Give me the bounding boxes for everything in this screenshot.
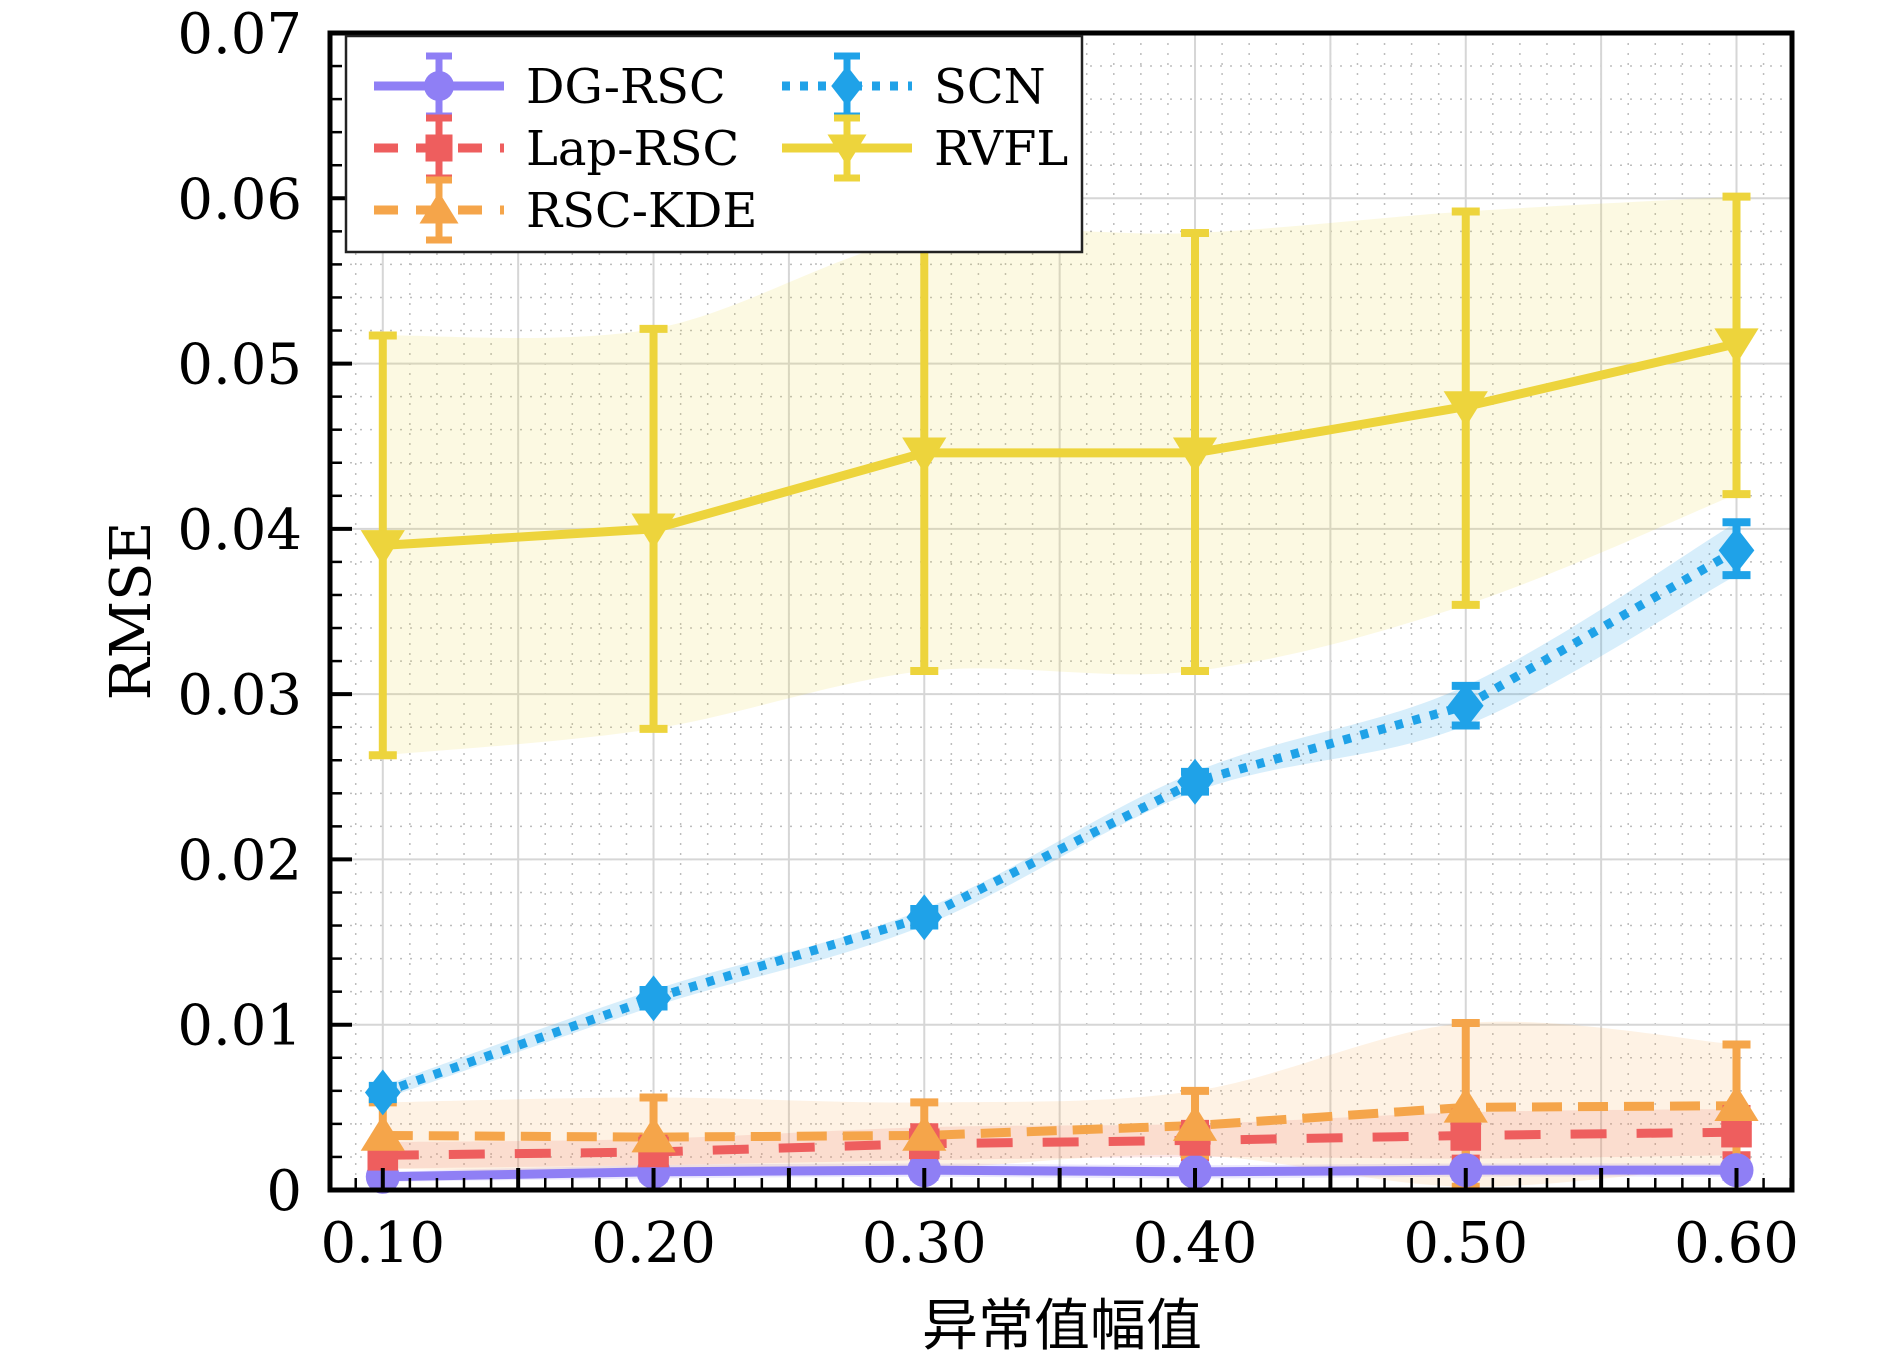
series-line-lap-rsc xyxy=(382,1127,1737,1160)
data-point-lap-rsc xyxy=(1721,1116,1752,1148)
data-point-rvfl xyxy=(1714,328,1759,365)
data-point-rvfl xyxy=(1172,437,1218,474)
data-point-rsc-kde xyxy=(1172,1105,1218,1141)
x-tick-label: 0.20 xyxy=(591,1211,716,1276)
x-tick-label: 0.50 xyxy=(1403,1211,1528,1276)
data-point-rsc-kde xyxy=(902,1115,947,1151)
data-point-scn xyxy=(1177,758,1213,805)
y-tick-label: 0.03 xyxy=(177,663,302,728)
x-axis-label: 异常值幅值 xyxy=(922,1294,1202,1359)
series-line-scn xyxy=(381,546,1739,1097)
data-point-rvfl xyxy=(631,513,676,550)
y-tick-labels: 0 0.01 0.02 0.03 0.04 0.05 0.06 0.07 xyxy=(177,2,302,1224)
data-point-scn xyxy=(364,1069,401,1116)
legend-label-lap-rsc: Lap-RSC xyxy=(526,121,739,177)
data-point-scn xyxy=(1718,527,1755,574)
y-tick-label: 0.02 xyxy=(177,828,302,893)
legend-marker-scn xyxy=(831,65,863,107)
y-tick-label: 0 xyxy=(266,1159,302,1224)
legend-marker-lap-rsc xyxy=(425,134,453,162)
legend-label-dg-rsc: DG-RSC xyxy=(526,59,726,115)
legend-label-scn: SCN xyxy=(934,59,1046,115)
data-point-rsc-kde xyxy=(1714,1085,1759,1122)
data-point-lap-rsc xyxy=(1450,1120,1482,1151)
data-point-rvfl xyxy=(1443,391,1488,427)
data-point-rvfl xyxy=(360,530,405,566)
legend-label-rvfl: RVFL xyxy=(934,121,1068,177)
y-tick-label: 0.06 xyxy=(177,167,302,232)
data-point-rsc-kde xyxy=(631,1116,676,1153)
y-tick-label: 0.07 xyxy=(177,2,302,67)
legend-marker-rvfl xyxy=(827,134,867,166)
axis-ticks xyxy=(330,31,1792,1192)
data-point-rvfl xyxy=(902,437,947,474)
x-tick-label: 0.40 xyxy=(1133,1211,1258,1276)
data-point-rsc-kde xyxy=(1443,1086,1488,1123)
legend-marker-rsc-kde xyxy=(419,192,459,224)
x-tick-label: 0.30 xyxy=(862,1211,987,1276)
legend-marker-dg-rsc xyxy=(424,71,454,101)
x-tick-labels: 0.10 0.20 0.30 0.40 0.50 0.60 xyxy=(320,1211,1798,1276)
x-tick-label: 0.60 xyxy=(1674,1211,1799,1276)
data-point-scn xyxy=(1447,682,1484,729)
series-line-rsc-kde xyxy=(382,1101,1737,1142)
y-tick-label: 0.01 xyxy=(177,994,302,1059)
series-lines xyxy=(381,339,1739,1182)
y-axis-label: RMSE xyxy=(99,522,164,701)
x-tick-label: 0.10 xyxy=(320,1211,445,1276)
y-tick-label: 0.05 xyxy=(177,333,302,398)
data-point-scn xyxy=(906,894,943,941)
legend: DG-RSC Lap-RSC RSC-KDE SCN RVFL xyxy=(344,34,1084,254)
y-tick-label: 0.04 xyxy=(177,498,302,563)
legend-label-rsc-kde: RSC-KDE xyxy=(526,183,757,239)
data-point-rsc-kde xyxy=(360,1115,405,1151)
data-point-scn xyxy=(635,975,672,1022)
series-line-rvfl xyxy=(382,339,1738,550)
error-band-rvfl xyxy=(382,196,1737,756)
